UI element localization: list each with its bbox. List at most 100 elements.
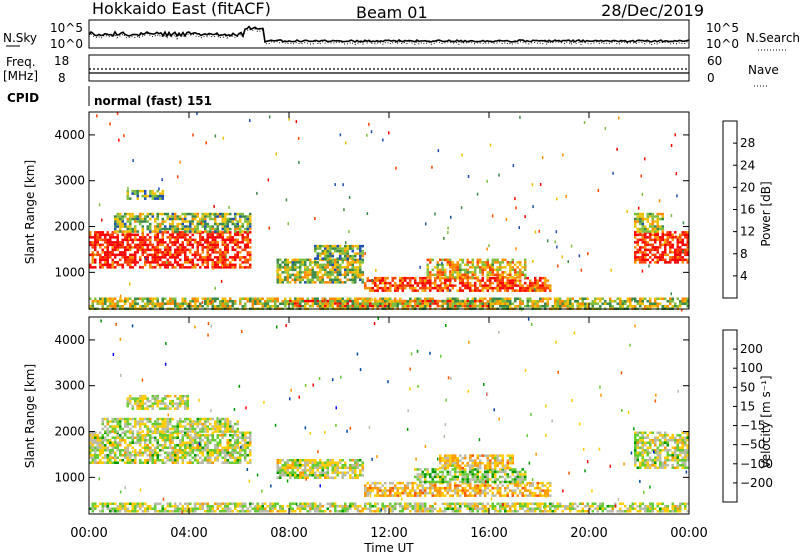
heatmap-cell: [194, 297, 197, 300]
heatmap-cell: [159, 258, 162, 262]
heatmap-cell: [136, 233, 139, 237]
heatmap-cell: [309, 305, 312, 308]
heatmap-cell: [111, 449, 114, 452]
heatmap-cell: [191, 436, 194, 439]
heatmap-cell: [279, 474, 282, 477]
heatmap-cell: [89, 456, 92, 459]
heatmap-cell: [406, 276, 409, 280]
heatmap-cell: [429, 261, 432, 264]
heatmap-cell: [126, 225, 129, 228]
heatmap-cell: [231, 302, 234, 305]
heatmap-cell: [364, 281, 367, 285]
heatmap-cell: [196, 230, 199, 233]
heatmap-cell: [294, 302, 297, 305]
heatmap-cell: [156, 430, 159, 433]
heatmap-cell: [296, 476, 299, 479]
heatmap-cell: [321, 249, 324, 253]
heatmap-cell: [639, 258, 642, 262]
heatmap-cell: [351, 278, 354, 282]
heatmap-cell: [179, 217, 182, 221]
heatmap-cell: [154, 420, 157, 423]
heatmap-cell: [591, 302, 594, 305]
heatmap-cell: [321, 469, 324, 472]
heatmap-cell: [501, 484, 504, 487]
heatmap-cell: [336, 261, 339, 264]
heatmap-cell: [376, 289, 379, 292]
heatmap-cell: [234, 225, 237, 228]
heatmap-cell: [174, 238, 177, 242]
heatmap-cell: [214, 422, 217, 426]
heatmap-cell: [94, 297, 97, 300]
heatmap-cell: [189, 248, 192, 252]
heatmap-cell: [121, 431, 124, 434]
heatmap-cell: [464, 276, 467, 279]
heatmap-cell: [526, 276, 529, 280]
heatmap-cell: [229, 231, 232, 234]
heatmap-cell: [479, 284, 482, 287]
heatmap-cell: [521, 286, 524, 290]
heatmap-cell: [126, 430, 129, 433]
heatmap-cell: [379, 297, 382, 300]
heatmap-cell: [191, 217, 194, 221]
heatmap-cell: [549, 289, 552, 292]
heatmap-cell: [134, 256, 137, 259]
heatmap-cell: [586, 297, 589, 300]
heatmap-cell: [184, 236, 187, 239]
heatmap-cell: [189, 222, 192, 226]
heatmap-cell: [226, 225, 229, 228]
heatmap-cell: [476, 491, 479, 495]
scatter-echo: [640, 174, 642, 178]
heatmap-cell: [651, 253, 654, 257]
heatmap-cell: [429, 304, 432, 308]
heatmap-cell: [374, 284, 377, 287]
heatmap-cell: [314, 273, 317, 277]
heatmap-cell: [389, 302, 392, 305]
heatmap-cell: [451, 300, 454, 303]
heatmap-cell: [219, 434, 222, 437]
heatmap-cell: [164, 434, 167, 437]
heatmap-cell: [379, 279, 382, 282]
heatmap-cell: [549, 484, 552, 487]
heatmap-cell: [121, 220, 124, 223]
heatmap-cell: [479, 289, 482, 292]
heatmap-cell: [221, 417, 224, 421]
heatmap-cell: [244, 297, 247, 300]
heatmap-cell: [354, 278, 357, 282]
heatmap-cell: [201, 220, 204, 223]
heatmap-cell: [191, 300, 194, 303]
heatmap-cell: [639, 220, 642, 223]
heatmap-cell: [311, 271, 314, 274]
heatmap-cell: [174, 251, 177, 254]
heatmap-cell: [169, 248, 172, 252]
heatmap-cell: [329, 464, 332, 467]
heatmap-cell: [131, 217, 134, 221]
heatmap-cell: [394, 300, 397, 303]
heatmap-cell: [501, 297, 504, 300]
heatmap-cell: [126, 454, 129, 457]
heatmap-cell: [686, 246, 689, 249]
scatter-echo: [98, 203, 101, 207]
heatmap-cell: [489, 266, 492, 269]
heatmap-cell: [181, 425, 184, 428]
heatmap-cell: [231, 434, 234, 437]
heatmap-cell: [349, 261, 352, 264]
heatmap-cell: [174, 253, 177, 257]
heatmap-cell: [531, 286, 534, 290]
scatter-echo: [322, 298, 325, 302]
heatmap-cell: [119, 297, 122, 300]
heatmap-cell: [416, 494, 419, 497]
heatmap-cell: [204, 420, 207, 423]
heatmap-cell: [229, 263, 232, 267]
heatmap-cell: [349, 305, 352, 308]
heatmap-cell: [126, 192, 129, 195]
heatmap-cell: [229, 241, 232, 244]
heatmap-cell: [149, 225, 152, 228]
heatmap-cell: [519, 286, 522, 290]
heatmap-cell: [474, 302, 477, 305]
heatmap-cell: [496, 489, 499, 492]
heatmap-cell: [114, 220, 117, 223]
heatmap-cell: [516, 261, 519, 264]
heatmap-cell: [321, 474, 324, 477]
heatmap-cell: [184, 446, 187, 449]
heatmap-cell: [136, 189, 139, 193]
